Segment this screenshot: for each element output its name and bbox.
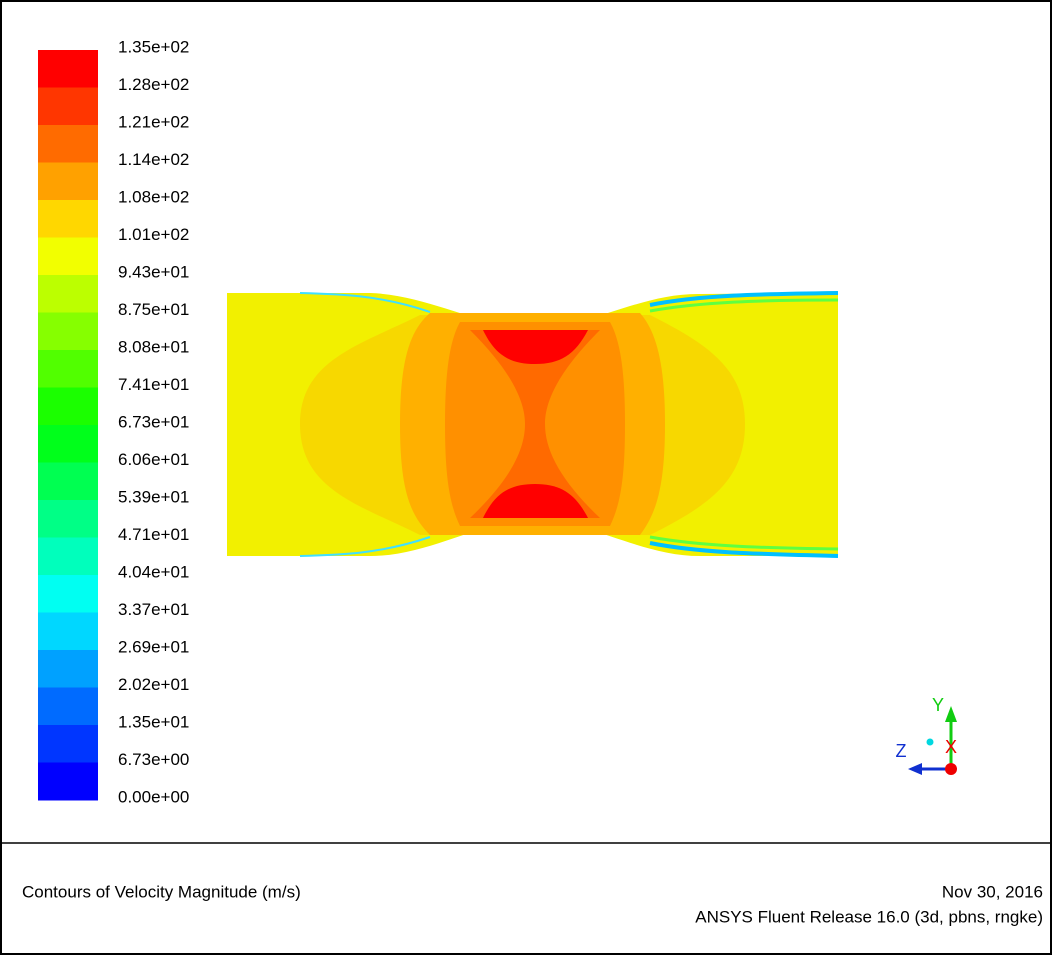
wall-bottom-left	[299, 536, 431, 557]
contour-field	[227, 291, 839, 558]
axis-triad: Y Z X	[896, 695, 957, 775]
colorbar-band	[38, 312, 98, 351]
colorbar: 1.35e+02 1.28e+02 1.21e+02 1.14e+02 1.08e+02…	[38, 37, 189, 806]
colorbar-band	[38, 500, 98, 538]
colorbar-label: 6.06e+01	[118, 450, 189, 469]
colorbar-band	[38, 650, 98, 688]
colorbar-band	[38, 87, 98, 126]
colorbar-label: 1.35e+02	[118, 37, 189, 56]
colorbar-label: 4.71e+01	[118, 525, 189, 544]
colorbar-label: 1.14e+02	[118, 150, 189, 169]
colorbar-band	[38, 425, 98, 463]
colorbar-band	[38, 612, 98, 651]
colorbar-band	[38, 50, 98, 88]
colorbar-band	[38, 687, 98, 726]
colorbar-band	[38, 462, 98, 501]
colorbar-label: 9.43e+01	[118, 262, 189, 281]
colorbar-band	[38, 575, 98, 613]
colorbar-label: 1.01e+02	[118, 225, 189, 244]
wall-top-right	[649, 291, 839, 307]
footer-title: Contours of Velocity Magnitude (m/s)	[22, 882, 301, 901]
colorbar-band	[38, 387, 98, 426]
colorbar-label: 1.35e+01	[118, 712, 189, 731]
colorbar-label: 6.73e+00	[118, 750, 189, 769]
colorbar-label: 6.73e+01	[118, 412, 189, 431]
wall-top-right-2	[649, 298, 839, 313]
y-arrowhead	[945, 706, 957, 722]
colorbar-label: 3.37e+01	[118, 600, 189, 619]
colorbar-label: 5.39e+01	[118, 487, 189, 506]
field-throat	[470, 330, 600, 518]
x-axis-dot	[945, 763, 957, 775]
colorbar-band	[38, 237, 98, 276]
colorbar-label: 2.69e+01	[118, 637, 189, 656]
colorbar-label: 1.08e+02	[118, 187, 189, 206]
colorbar-band	[38, 725, 98, 763]
colorbar-label: 1.28e+02	[118, 75, 189, 94]
field-red-top	[483, 330, 588, 364]
footer-date: Nov 30, 2016	[942, 882, 1043, 901]
colorbar-label: 8.75e+01	[118, 300, 189, 319]
wall-top-left	[299, 292, 431, 313]
colorbar-label: 0.00e+00	[118, 787, 189, 806]
colorbar-band	[38, 275, 98, 313]
origin-dot	[926, 738, 934, 746]
colorbar-label: 8.08e+01	[118, 337, 189, 356]
colorbar-label: 1.21e+02	[118, 112, 189, 131]
z-arrowhead	[908, 763, 922, 775]
colorbar-label: 2.02e+01	[118, 675, 189, 694]
colorbar-band	[38, 200, 98, 238]
colorbar-band	[38, 537, 98, 576]
colorbar-label: 4.04e+01	[118, 562, 189, 581]
footer-release: ANSYS Fluent Release 16.0 (3d, pbns, rng…	[695, 907, 1043, 926]
field-red-bottom	[483, 484, 588, 518]
colorbar-band	[38, 125, 98, 163]
colorbar-band	[38, 762, 98, 801]
x-axis-label: X	[945, 737, 957, 757]
colorbar-band	[38, 350, 98, 388]
y-axis-label: Y	[932, 695, 944, 715]
colorbar-label: 7.41e+01	[118, 375, 189, 394]
wall-bottom-right	[649, 541, 839, 558]
colorbar-band	[38, 162, 98, 201]
z-axis-label: Z	[896, 741, 907, 761]
wall-bottom-right-2	[649, 535, 839, 551]
